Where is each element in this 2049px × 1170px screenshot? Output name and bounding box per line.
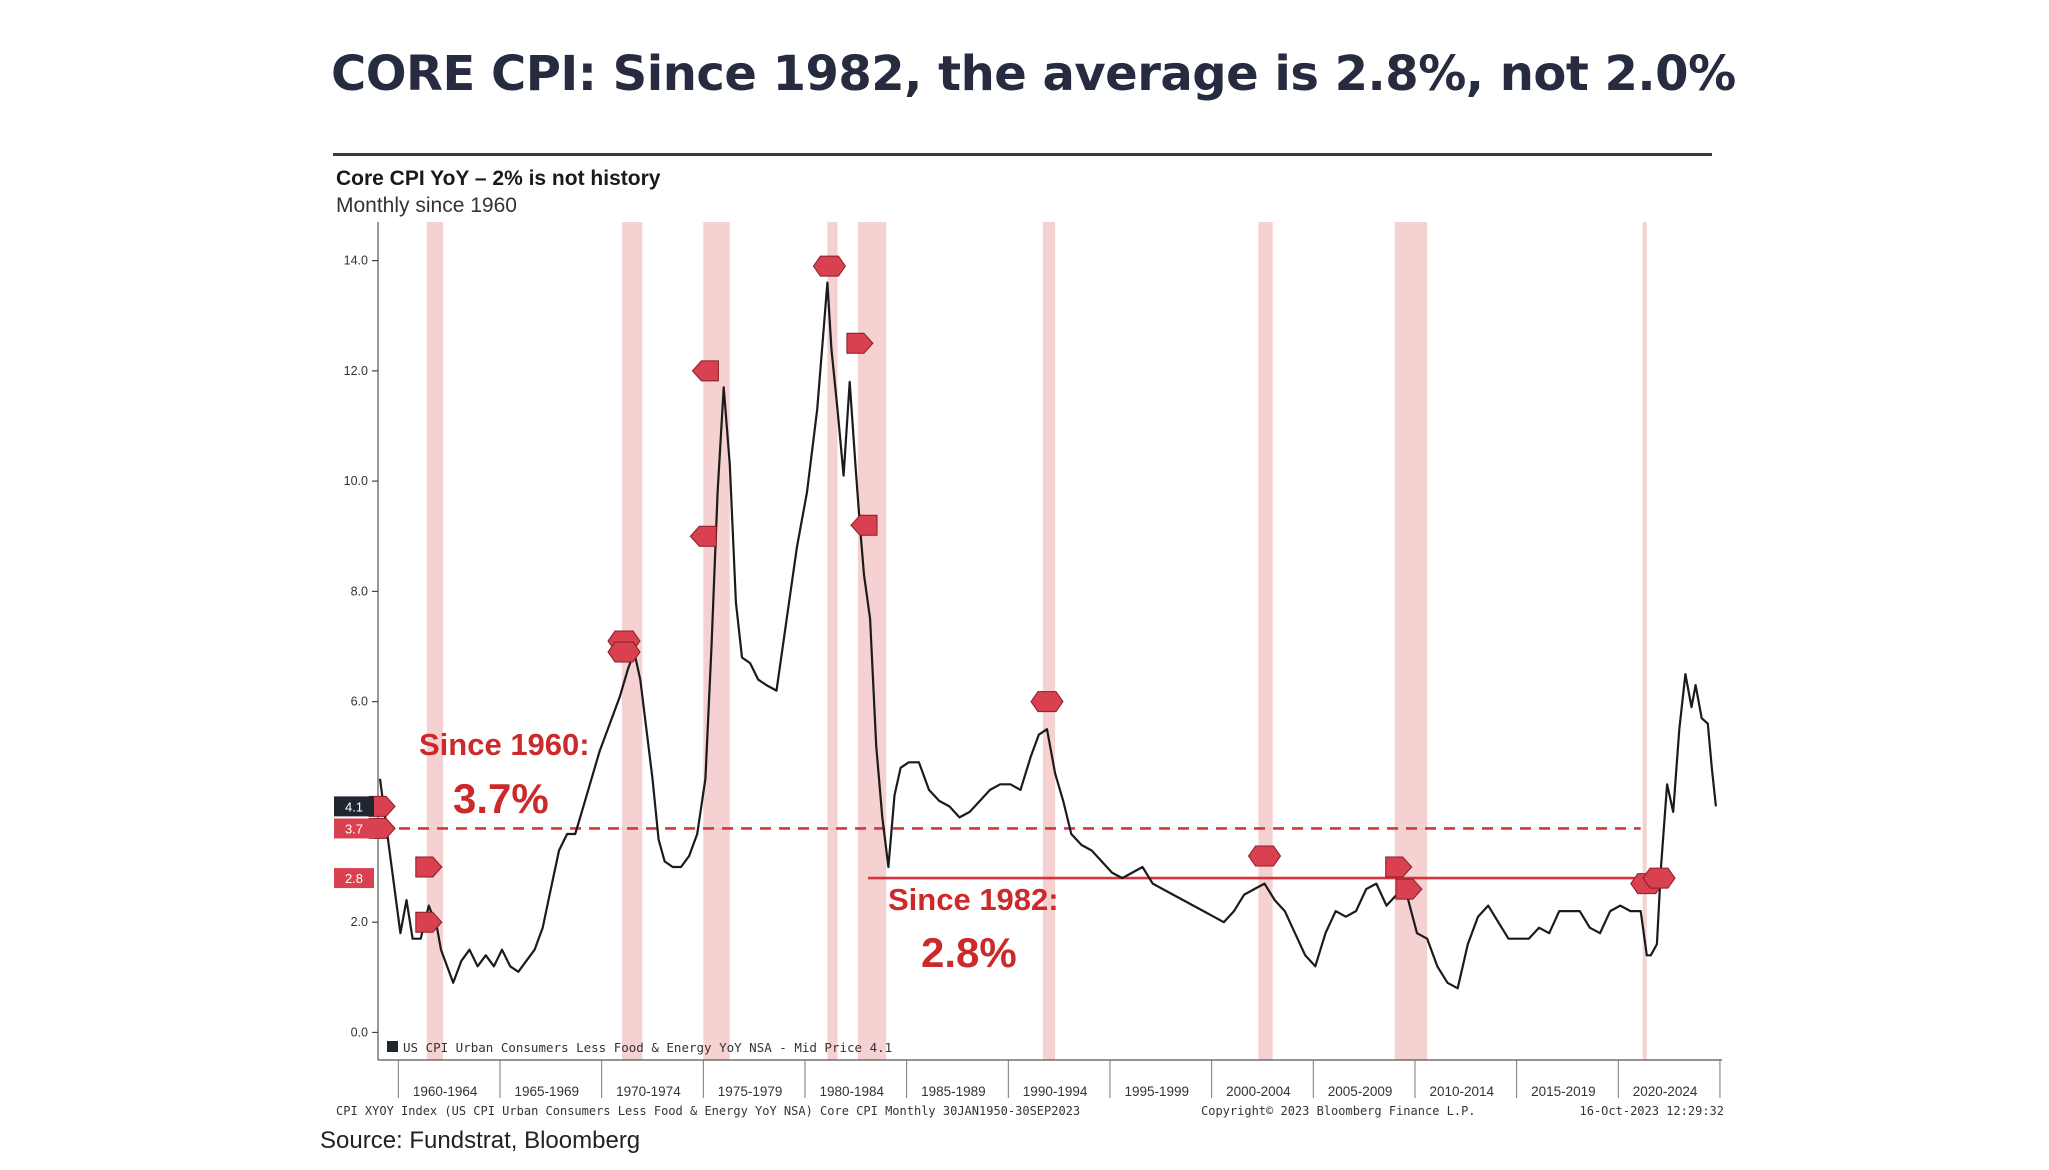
chart-labels: Core CPI YoY – 2% is not history Monthly… — [334, 167, 1724, 1118]
source-note: Source: Fundstrat, Bloomberg — [320, 1127, 641, 1154]
chart-axes: 0.02.04.06.08.010.012.014.01960-19641965… — [344, 222, 1722, 1099]
recession-band — [1042, 222, 1056, 1060]
event-marker — [1385, 856, 1413, 878]
x-tick-label: 2005-2009 — [1328, 1084, 1393, 1099]
x-tick-label: 2010-2014 — [1429, 1084, 1494, 1099]
axis-value-text: 3.7 — [345, 821, 363, 836]
axis-value-badge — [334, 818, 374, 839]
average-lines — [380, 827, 1645, 880]
event-marker — [607, 641, 641, 663]
avg-1982-label-line1: Since 1982: — [888, 882, 1059, 917]
event-marker — [691, 360, 719, 382]
legend-label: US CPI Urban Consumers Less Food & Energ… — [403, 1040, 892, 1055]
axis-value-text: 4.1 — [345, 799, 363, 814]
x-tick-label: 1970-1974 — [616, 1084, 681, 1099]
avg-1960-label-line2: 3.7% — [453, 775, 549, 822]
event-marker — [689, 525, 717, 547]
footer-right: 16-Oct-2023 12:29:32 — [1580, 1104, 1725, 1118]
chart-title: Core CPI YoY – 2% is not history — [336, 167, 661, 190]
y-tick-label: 2.0 — [351, 915, 368, 929]
legend-swatch — [387, 1041, 398, 1052]
footer-left: CPI XYOY Index (US CPI Urban Consumers L… — [336, 1104, 1080, 1118]
x-tick-label: 1985-1989 — [921, 1084, 986, 1099]
y-tick-label: 6.0 — [351, 695, 368, 709]
recession-band — [827, 222, 838, 1060]
x-tick-label: 1995-1999 — [1124, 1084, 1189, 1099]
core-cpi-series-line — [378, 281, 1717, 990]
event-marker — [850, 514, 878, 536]
x-tick-label: 1960-1964 — [413, 1084, 478, 1099]
event-marker — [415, 856, 443, 878]
chart-subtitle: Monthly since 1960 — [336, 194, 517, 217]
title-divider — [333, 153, 1712, 156]
axis-value-badge — [334, 796, 374, 817]
event-marker — [846, 332, 874, 354]
y-tick-label: 0.0 — [351, 1025, 368, 1039]
avg-1982-label-line2: 2.8% — [921, 929, 1017, 976]
axis-value-text: 2.8 — [345, 871, 363, 886]
x-tick-label: 1990-1994 — [1023, 1084, 1088, 1099]
x-tick-label: 1965-1969 — [514, 1084, 579, 1099]
recession-band — [703, 222, 730, 1060]
avg-1960-label-line1: Since 1960: — [419, 727, 590, 762]
recession-band — [426, 222, 444, 1060]
y-tick-label: 10.0 — [344, 474, 368, 488]
event-marker — [1395, 878, 1423, 900]
event-marker — [415, 911, 443, 933]
footer-center: Copyright© 2023 Bloomberg Finance L.P. — [1201, 1104, 1476, 1118]
recession-band — [1394, 222, 1428, 1060]
recession-band — [1642, 222, 1647, 1060]
axis-value-badge — [334, 868, 374, 889]
event-markers — [368, 255, 1676, 933]
event-marker — [812, 255, 847, 277]
event-marker — [1642, 867, 1676, 889]
y-tick-label: 8.0 — [351, 584, 368, 598]
x-tick-label: 2015-2019 — [1531, 1084, 1596, 1099]
event-marker — [1030, 691, 1064, 713]
recession-band — [1258, 222, 1273, 1060]
event-marker — [1247, 845, 1282, 867]
x-tick-label: 2000-2004 — [1226, 1084, 1291, 1099]
x-tick-label: 1980-1984 — [819, 1084, 884, 1099]
x-tick-label: 2020-2024 — [1633, 1084, 1698, 1099]
y-tick-label: 14.0 — [344, 254, 368, 268]
y-tick-label: 12.0 — [344, 364, 368, 378]
x-tick-label: 1975-1979 — [718, 1084, 783, 1099]
slide-headline: CORE CPI: Since 1982, the average is 2.8… — [331, 46, 1736, 102]
